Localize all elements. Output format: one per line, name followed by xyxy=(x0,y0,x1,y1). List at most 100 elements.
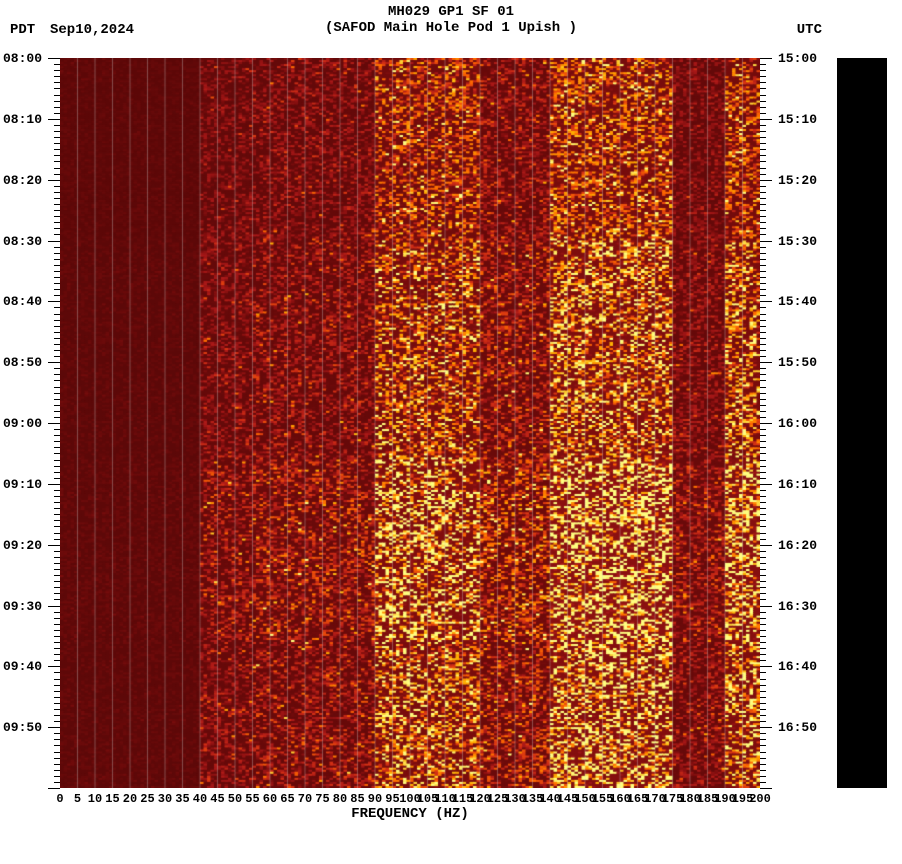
chart-title: MH029 GP1 SF 01 xyxy=(0,0,902,20)
y-tick-right xyxy=(760,764,766,765)
x-tick-label: 75 xyxy=(315,792,329,806)
y-tick-left xyxy=(48,301,60,302)
y-tick-right xyxy=(760,143,766,144)
y-tick-right xyxy=(760,113,766,114)
y-tick-label-right: 15:30 xyxy=(778,234,817,249)
header: MH029 GP1 SF 01 (SAFOD Main Hole Pod 1 U… xyxy=(0,0,902,50)
y-tick-label-left: 08:00 xyxy=(3,51,42,66)
y-tick-right xyxy=(760,192,766,193)
y-tick-right xyxy=(760,788,772,789)
y-tick-right xyxy=(760,648,766,649)
y-tick-right xyxy=(760,216,766,217)
x-tick-label: 60 xyxy=(263,792,277,806)
y-tick-right xyxy=(760,691,766,692)
y-tick-label-right: 16:10 xyxy=(778,477,817,492)
y-tick-right xyxy=(760,253,766,254)
y-tick-left xyxy=(48,545,60,546)
y-tick-right xyxy=(760,739,766,740)
y-tick-right xyxy=(760,277,766,278)
y-tick-right xyxy=(760,356,766,357)
y-tick-right xyxy=(760,70,766,71)
y-tick-label-right: 15:00 xyxy=(778,51,817,66)
y-tick-right xyxy=(760,472,766,473)
y-tick-right xyxy=(760,101,766,102)
y-tick-right xyxy=(760,314,766,315)
y-tick-right xyxy=(760,58,772,59)
y-tick-right xyxy=(760,338,766,339)
y-tick-right xyxy=(760,210,766,211)
x-tick-label: 40 xyxy=(193,792,207,806)
y-tick-right xyxy=(760,636,766,637)
x-tick-label: 80 xyxy=(333,792,347,806)
y-tick-right xyxy=(760,599,766,600)
x-axis: FREQUENCY (HZ) 0510152025303540455055606… xyxy=(60,788,760,828)
y-tick-right xyxy=(760,539,766,540)
y-tick-label-left: 08:50 xyxy=(3,355,42,370)
y-tick-left xyxy=(48,180,60,181)
y-tick-right xyxy=(760,326,766,327)
y-tick-right xyxy=(760,307,766,308)
y-tick-right xyxy=(760,642,766,643)
y-tick-right xyxy=(760,733,766,734)
y-tick-left xyxy=(48,423,60,424)
y-tick-label-left: 09:50 xyxy=(3,720,42,735)
y-tick-right xyxy=(760,697,766,698)
y-tick-label-left: 09:20 xyxy=(3,538,42,553)
y-tick-right xyxy=(760,387,766,388)
y-tick-right xyxy=(760,222,766,223)
y-tick-right xyxy=(760,478,766,479)
y-tick-right xyxy=(760,411,766,412)
y-tick-right xyxy=(760,88,766,89)
timezone-left-label: PDT xyxy=(10,22,35,38)
y-tick-right xyxy=(760,399,766,400)
y-tick-right xyxy=(760,423,772,424)
y-tick-right xyxy=(760,271,766,272)
x-tick-label: 0 xyxy=(56,792,63,806)
y-tick-right xyxy=(760,137,766,138)
y-tick-right xyxy=(760,581,766,582)
y-tick-right xyxy=(760,484,772,485)
x-tick-label: 55 xyxy=(245,792,259,806)
y-tick-right xyxy=(760,95,766,96)
y-tick-right xyxy=(760,301,772,302)
y-tick-right xyxy=(760,368,766,369)
y-tick-right xyxy=(760,405,766,406)
y-tick-label-left: 08:20 xyxy=(3,173,42,188)
x-tick-label: 90 xyxy=(368,792,382,806)
y-tick-right xyxy=(760,557,766,558)
y-tick-left xyxy=(48,727,60,728)
y-tick-right xyxy=(760,453,766,454)
y-tick-right xyxy=(760,149,766,150)
y-tick-right xyxy=(760,502,766,503)
y-tick-right xyxy=(760,429,766,430)
y-tick-label-left: 08:10 xyxy=(3,112,42,127)
x-tick-label: 20 xyxy=(123,792,137,806)
y-tick-right xyxy=(760,745,766,746)
y-tick-left xyxy=(48,241,60,242)
y-tick-right xyxy=(760,168,766,169)
y-axis-left: 08:0008:1008:2008:3008:4008:5009:0009:10… xyxy=(0,58,60,788)
y-tick-right xyxy=(760,241,772,242)
y-tick-right xyxy=(760,618,766,619)
y-tick-right xyxy=(760,393,766,394)
y-tick-label-right: 16:30 xyxy=(778,599,817,614)
x-tick-label: 10 xyxy=(88,792,102,806)
y-tick-right xyxy=(760,441,766,442)
y-tick-left xyxy=(48,666,60,667)
y-tick-left xyxy=(48,484,60,485)
y-tick-right xyxy=(760,490,766,491)
y-axis-right: 15:0015:1015:2015:3015:4015:5016:0016:10… xyxy=(760,58,820,788)
y-tick-right xyxy=(760,624,766,625)
y-tick-right xyxy=(760,289,766,290)
y-tick-right xyxy=(760,685,766,686)
y-tick-right xyxy=(760,198,766,199)
y-tick-right xyxy=(760,727,772,728)
y-tick-right xyxy=(760,180,772,181)
y-tick-right xyxy=(760,283,766,284)
y-tick-right xyxy=(760,654,766,655)
y-tick-right xyxy=(760,131,766,132)
x-tick-label: 15 xyxy=(105,792,119,806)
y-tick-right xyxy=(760,606,772,607)
y-tick-right xyxy=(760,612,766,613)
y-tick-label-right: 16:50 xyxy=(778,720,817,735)
